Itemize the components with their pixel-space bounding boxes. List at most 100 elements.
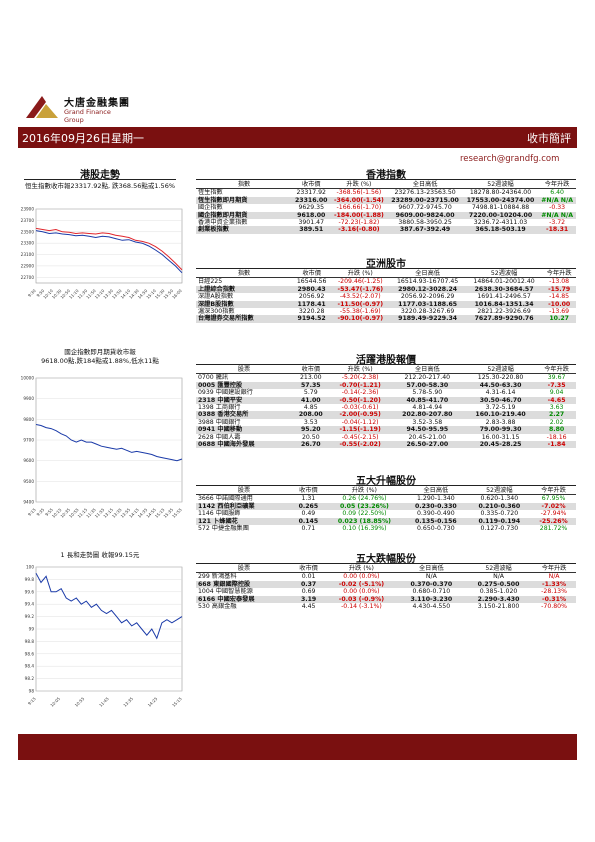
close-price: 9194.52 xyxy=(292,315,332,323)
table-row: 0941 中國移動 95.20 -1.15(-1.19) 94.50-95.95 79.… xyxy=(196,426,576,434)
ytd-change: 67.95% xyxy=(541,495,566,503)
ytd-change: -4.65 xyxy=(537,396,576,405)
hscei-chart-caption-1: 國企指數即月期貨收市報 xyxy=(64,348,136,356)
change-value: -364.00(-1.54) xyxy=(330,196,388,205)
stock-code: 0388 xyxy=(198,411,218,419)
y-tick-label: 23300 xyxy=(21,241,35,246)
ytd-change: 3.63 xyxy=(549,404,564,412)
stock-name: 卜蜂國花 xyxy=(213,517,238,525)
change-value: 0.09 (22.50%) xyxy=(342,510,387,518)
row-label: 0388 香港交易所 xyxy=(196,411,292,419)
series-line xyxy=(35,424,183,462)
series-line xyxy=(35,230,183,274)
ytd-change: 9.04 xyxy=(549,389,564,397)
week52-range: 20.45-28.25 xyxy=(463,441,538,449)
row-label: 0005 匯豐控股 xyxy=(196,381,292,390)
row-label: 121 卜蜂國花 xyxy=(196,517,292,526)
table-row: 恆生指數 23317.92 -368.56(-1.56) 23276.13-23563… xyxy=(196,189,576,197)
footer-bar xyxy=(18,734,577,760)
close-price: 23316.00 xyxy=(292,196,331,205)
close-price: 0.145 xyxy=(292,517,325,526)
y-tick-label: 23700 xyxy=(21,218,35,223)
week52-range: 2821.22-3926.69 xyxy=(477,308,531,316)
week52-range: 3.150-21.800 xyxy=(477,603,520,611)
logo-chinese-name: 大唐金融集團 xyxy=(64,98,130,109)
week52-range: 160.10-219.40 xyxy=(463,411,538,419)
divider xyxy=(196,179,576,180)
column-header: 52週波幅 xyxy=(463,366,538,375)
week52-range: 18278.80-24364.00 xyxy=(469,189,532,197)
stock-code: 121 xyxy=(198,517,214,525)
stock-name: 騰訊 xyxy=(215,374,229,382)
change-value: -209.46(-1.25) xyxy=(337,278,383,286)
column-header: 全日高低 xyxy=(390,366,464,375)
week52-range: 3236.72-4311.03 xyxy=(473,219,528,227)
week52-range: 2.83-3.88 xyxy=(485,418,516,426)
table-row: 121 卜蜂國花 0.145 0.023 (18.85%) 0.135-0.156 0.… xyxy=(196,517,576,526)
table-row: 6166 中國宏泰發展 3.19 -0.03 (-0.9%) 3.110-3.230 2… xyxy=(196,595,576,604)
week52-range: 30.50-46.70 xyxy=(463,396,538,405)
row-label: 6166 中國宏泰發展 xyxy=(196,595,292,604)
ytd-change: -13.69 xyxy=(549,308,570,316)
change-value: -72.23(-1.82) xyxy=(338,219,380,227)
day-range: 5.78-5.90 xyxy=(412,389,443,397)
table-row: 0700 騰訊 213.00 -5.20(-2.38) 212.20-217.40 12… xyxy=(196,374,576,382)
top-losers-table: 股票 收市價 升跌 (%) 全日高低 52週波幅 今年升跌 299 新鴻基科 0.01 0.00… xyxy=(196,565,576,610)
divider xyxy=(24,179,176,180)
day-range: 9609.00-9824.00 xyxy=(387,211,463,220)
report-type: 收市簡評 xyxy=(527,132,571,145)
research-email-link[interactable]: research@grandfg.com xyxy=(460,154,560,164)
close-price: 26.70 xyxy=(292,441,330,449)
ytd-change: 2.02 xyxy=(549,418,564,426)
change-value: -11.50(-0.97) xyxy=(331,300,390,309)
day-range: 40.85-41.70 xyxy=(390,396,464,405)
column-header: 升跌 (%) xyxy=(331,270,390,279)
column-header: 52週波幅 xyxy=(462,181,539,190)
y-tick-label: 23500 xyxy=(21,229,35,234)
change-value: -0.55(-2.02) xyxy=(329,441,391,449)
ytd-change: -70.80% xyxy=(541,603,567,611)
y-tick-label: 98.4 xyxy=(25,664,35,669)
hk-index-title: 香港指數 xyxy=(366,170,406,181)
week52-range: 16.00-31.15 xyxy=(481,433,520,441)
week52-range: 44.50-63.30 xyxy=(463,381,538,390)
row-label: 滬深300指數 xyxy=(198,308,235,316)
stock-name: 中國銀行 xyxy=(215,418,241,426)
ytd-change: -13.08 xyxy=(549,278,570,286)
stock-name: 中國智慧能源 xyxy=(215,588,253,596)
x-tick-label: 9:35 xyxy=(35,507,45,517)
day-range: 0.680-0.710 xyxy=(412,588,451,596)
table-row: 1004 中國智慧能源 0.69 0.00 (0.0%) 0.680-0.710 0.3… xyxy=(196,588,576,595)
row-label: 1004 中國智慧能源 xyxy=(196,588,292,595)
day-range: 23276.13-23563.50 xyxy=(394,189,456,197)
y-tick-label: 9600 xyxy=(23,458,34,463)
change-value: -1.15(-1.19) xyxy=(329,426,391,434)
close-price: 208.00 xyxy=(292,411,330,419)
series-line xyxy=(35,227,183,271)
column-header: 升跌 (%) xyxy=(329,366,391,375)
top-gainers-table: 股票 收市價 升跌 (%) 全日高低 52週波幅 今年升跌 3666 中諾國際通用 1.31 0… xyxy=(196,487,576,532)
ytd-change: -7.02% xyxy=(531,502,576,511)
y-tick-label: 98.6 xyxy=(25,651,35,656)
change-value: 0.00 (0.0%) xyxy=(343,588,380,596)
week52-range: 14864.01-20012.40 xyxy=(473,278,535,286)
table-row: 668 東銀國際控股 0.37 -0.02 (-5.1%) 0.370-0.370 0.… xyxy=(196,580,576,589)
close-price: 1.31 xyxy=(301,495,316,503)
table-row: 1398 工商銀行 4.85 -0.03(-0.61) 4.81-4.94 3.72-5… xyxy=(196,404,576,411)
x-tick-label: 14:25 xyxy=(147,696,159,708)
x-tick-label: 15:55 xyxy=(171,507,183,519)
x-tick-label: 15:15 xyxy=(171,696,183,708)
table-row: 2318 中國平安 41.00 -0.50(-1.20) 40.85-41.70 30.… xyxy=(196,396,576,405)
row-label: 3988 中國銀行 xyxy=(196,419,292,426)
y-tick-label: 99.2 xyxy=(25,614,35,619)
column-header: 今年升跌 xyxy=(537,366,576,375)
change-value: 0.00 (0.0%) xyxy=(343,573,380,581)
day-range: 3220.28-3267.69 xyxy=(400,308,455,316)
close-price: 57.35 xyxy=(292,381,330,390)
row-label: 香港中資企業指數 xyxy=(198,219,248,227)
stock-code: 3666 xyxy=(198,495,216,503)
week52-range: 0.385-1.020 xyxy=(479,588,518,596)
table-row: 0005 匯豐控股 57.35 -0.70(-1.21) 57.00-58.30 44.… xyxy=(196,381,576,390)
day-range: 0.650-0.730 xyxy=(417,525,455,533)
stock-code: 0688 xyxy=(198,441,218,449)
